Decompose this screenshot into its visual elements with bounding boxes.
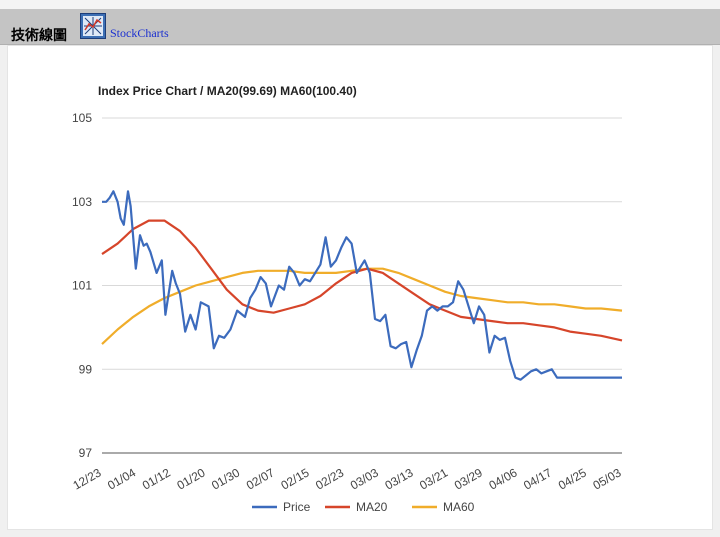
y-tick-label: 101	[72, 279, 92, 293]
x-tick-label: 03/29	[452, 465, 485, 492]
chart-header-bar: 技術線圖 StockCharts	[0, 9, 720, 45]
x-tick-label: 02/15	[278, 465, 311, 492]
chart-legend: Price MA20 MA60	[252, 500, 475, 514]
chart-logo-icon	[83, 16, 103, 36]
chart-grid	[102, 117, 622, 454]
frame-left	[0, 45, 7, 537]
x-tick-label: 02/07	[244, 465, 277, 492]
chart-title: Index Price Chart / MA20(99.69) MA60(100…	[98, 84, 357, 98]
y-tick-label: 97	[79, 446, 93, 460]
x-tick-label: 01/12	[140, 465, 173, 492]
x-tick-label: 05/03	[590, 465, 623, 492]
legend-label-price: Price	[283, 500, 311, 514]
x-tick-label: 04/25	[556, 465, 589, 492]
y-tick-label: 105	[72, 111, 92, 125]
x-tick-label: 01/30	[209, 465, 242, 492]
x-tick-label: 01/04	[105, 465, 138, 492]
x-tick-label: 04/17	[521, 465, 554, 492]
legend-label-ma20: MA20	[356, 500, 388, 514]
x-tick-label: 03/13	[382, 465, 415, 492]
legend-label-ma60: MA60	[443, 500, 475, 514]
series-line-ma60	[101, 267, 623, 345]
chart-series	[101, 190, 623, 381]
x-axis-ticks: 12/23 01/04 01/12 01/20 01/30 02/07 02/15 02/23…	[70, 465, 623, 492]
frame-bottom	[0, 530, 720, 537]
series-line-price	[102, 190, 622, 381]
chart-container: Index Price Chart / MA20(99.69) MA60(100…	[7, 45, 713, 530]
x-tick-label: 02/23	[313, 465, 346, 492]
x-tick-label: 12/23	[70, 465, 103, 492]
price-chart: Index Price Chart / MA20(99.69) MA60(100…	[70, 84, 623, 514]
stockcharts-link[interactable]: StockCharts	[110, 26, 169, 40]
x-tick-label: 03/03	[348, 465, 381, 492]
top-strip	[0, 0, 720, 9]
stockcharts-logo-icon[interactable]	[80, 13, 106, 39]
x-tick-label: 04/06	[486, 465, 519, 492]
series-line-ma20	[101, 219, 623, 342]
x-tick-label: 01/20	[174, 465, 207, 492]
frame-right	[713, 45, 720, 537]
y-tick-label: 103	[72, 195, 92, 209]
x-tick-label: 03/21	[417, 465, 450, 492]
page-title: 技術線圖	[11, 28, 67, 44]
y-tick-label: 99	[79, 362, 93, 376]
y-axis-ticks: 97 99 101 103 105	[72, 111, 92, 460]
